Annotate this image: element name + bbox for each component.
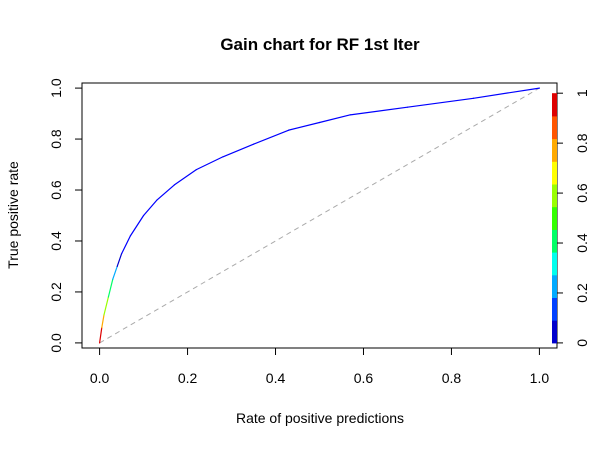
gain-curve-segment <box>129 214 145 237</box>
x-tick-label: 0.0 <box>90 370 110 386</box>
colorbar-tick-label: 0.2 <box>574 283 590 303</box>
gain-curve-segment <box>349 106 409 116</box>
x-tick-label: 0.2 <box>178 370 198 386</box>
plot-area: 0.0 0.2 0.4 0.6 0.8 1.0 0.0 0.2 0.4 0.6 0.8 1.0 0 0.2… <box>48 78 590 386</box>
y-tick-label: 0.4 <box>48 231 64 251</box>
gain-curve-segment <box>288 121 321 131</box>
y-tick-label: 0.6 <box>48 180 64 200</box>
reference-diagonal-line <box>99 87 540 344</box>
colorbar-swatch <box>552 274 557 299</box>
gain-curve-segment <box>173 169 197 186</box>
colorbar-swatch <box>552 183 557 208</box>
x-tick-label: 0.4 <box>266 370 286 386</box>
gain-curve-segment <box>101 314 105 329</box>
gain-curve-segment <box>406 97 475 108</box>
colorbar-swatch <box>552 252 557 276</box>
x-axis-label: Rate of positive predictions <box>236 410 404 426</box>
gain-curve-segment <box>142 199 158 217</box>
x-tick-label: 0.6 <box>354 370 374 386</box>
colorbar-swatch <box>552 297 557 321</box>
colorbar-tick-label: 0.6 <box>574 183 590 203</box>
x-tick-label: 0.8 <box>442 370 462 386</box>
gain-curve-segment <box>107 278 114 298</box>
gain-curve-segment <box>252 129 290 145</box>
gain-curve-segment <box>318 114 351 124</box>
colorbar-swatch <box>552 320 557 344</box>
colorbar-swatch <box>552 138 557 162</box>
y-tick-label: 0.8 <box>48 129 64 149</box>
gain-curve-segment <box>222 143 255 158</box>
colorbar-tick-label: 0 <box>574 339 590 347</box>
colorbar-swatch <box>552 229 557 253</box>
gain-curve-segment <box>120 235 131 255</box>
gain-curve-segment <box>195 156 224 171</box>
gain-curve-segment <box>472 87 541 99</box>
colorbar-swatch <box>552 206 557 230</box>
gain-curve-segment <box>98 327 103 344</box>
x-tick-label: 1.0 <box>530 370 550 386</box>
colorbar-tick-label: 0.8 <box>574 133 590 153</box>
y-tick-label: 1.0 <box>48 78 64 98</box>
chart-title: Gain chart for RF 1st Iter <box>220 35 420 54</box>
colorbar-swatch <box>552 93 557 117</box>
colorbar-tick-label: 0.4 <box>574 233 590 253</box>
y-tick-label: 0.2 <box>48 282 64 302</box>
colorbar-swatch <box>552 161 557 185</box>
colorbar-swatch <box>552 115 557 140</box>
y-axis-label: True positive rate <box>5 161 21 269</box>
gain-curve-segment <box>116 253 123 268</box>
gain-curve-segment <box>103 296 109 316</box>
gain-curve-segment <box>156 184 175 201</box>
colorbar-tick-label: 1 <box>574 89 590 97</box>
y-tick-label: 0.0 <box>48 333 64 353</box>
gain-curve-segment <box>112 265 118 280</box>
